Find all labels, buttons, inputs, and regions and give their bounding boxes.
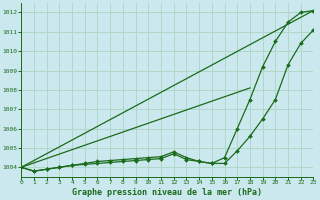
X-axis label: Graphe pression niveau de la mer (hPa): Graphe pression niveau de la mer (hPa) [72, 188, 262, 197]
